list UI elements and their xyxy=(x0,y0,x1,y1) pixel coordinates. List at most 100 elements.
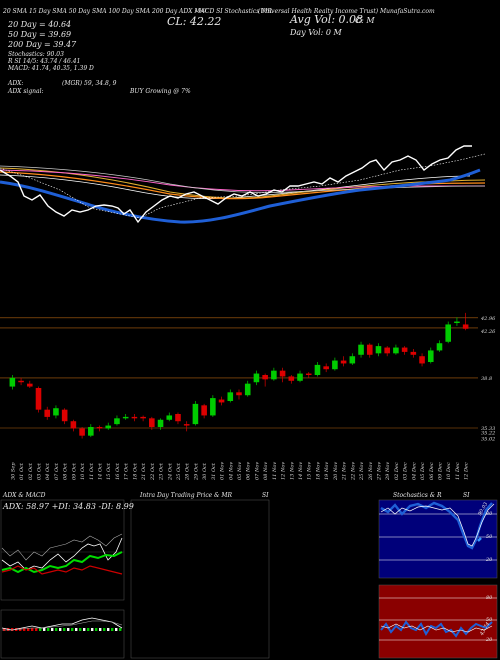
candle-body xyxy=(384,347,390,354)
candle-body xyxy=(253,373,260,383)
date-tick-label: 09 Dec xyxy=(437,462,443,480)
macd-histogram-bar xyxy=(67,628,70,631)
candle-body xyxy=(61,409,68,422)
candle-body xyxy=(297,373,303,381)
price-tick-label: 42.96 xyxy=(480,316,496,322)
candle-body xyxy=(244,383,251,396)
candle-body xyxy=(436,343,443,351)
date-tick-label: 26 Nov xyxy=(368,462,374,481)
macd-histogram-bar xyxy=(31,628,34,631)
stochastics-title: Stochastics & R xyxy=(393,492,442,499)
stochastic-blue-segment xyxy=(477,537,482,542)
date-tick-label: 03 Oct xyxy=(37,462,43,480)
date-tick-label: 31 Oct xyxy=(211,462,217,480)
date-tick-label: 12 Dec xyxy=(464,462,470,480)
date-tick-label: 07 Nov xyxy=(254,462,260,480)
candle-body xyxy=(375,346,382,354)
candle-body xyxy=(262,375,268,380)
si-secondary-line xyxy=(380,623,493,633)
candle-body xyxy=(70,421,77,429)
date-tick-label: 09 Oct xyxy=(71,462,77,480)
stat-200-day: 200 Day = 39.47 xyxy=(8,40,77,49)
price-close-line xyxy=(0,145,472,224)
stochastics-si-title: SI xyxy=(463,492,470,499)
sma-pink-line xyxy=(0,169,485,192)
stoch-level-80: 80 xyxy=(486,511,493,517)
macd-histogram-bar xyxy=(51,628,54,631)
header-top-line: 20 SMA 15 Day SMA 50 Day SMA 100 Day SMA… xyxy=(3,8,272,15)
candle-body xyxy=(349,356,356,364)
macd-signal-line xyxy=(2,620,123,631)
candle-body xyxy=(131,416,138,419)
candle-body xyxy=(410,351,417,355)
macd-histogram-bar xyxy=(91,628,94,631)
candle-body xyxy=(419,356,425,364)
date-tick-label: 02 Dec xyxy=(394,462,400,480)
macd-histogram-bar xyxy=(59,628,62,631)
macd-histogram-bar xyxy=(19,628,22,631)
date-tick-label: 18 Oct xyxy=(132,462,138,480)
candle-body xyxy=(401,347,408,352)
candle-body xyxy=(445,324,451,342)
date-tick-label: 08 Nov xyxy=(263,462,269,480)
date-tick-label: 04 Oct xyxy=(45,462,51,480)
intraday-si-title: SI xyxy=(262,492,269,499)
macd-histogram-bar xyxy=(55,628,58,631)
plus-di-line xyxy=(1,551,123,574)
macd-histogram-bar xyxy=(27,628,30,631)
moving-averages xyxy=(0,145,486,224)
date-tick-label: 25 Oct xyxy=(176,462,182,481)
date-tick-label: 10 Dec xyxy=(446,462,452,480)
date-tick-label: 03 Dec xyxy=(403,462,409,480)
price-tick-label: 42.26 xyxy=(480,329,496,335)
candle-body xyxy=(201,405,207,416)
date-tick-label: 15 Nov xyxy=(307,462,313,480)
si-level-50: 50 xyxy=(486,617,493,623)
date-tick-label: 16 Oct xyxy=(115,462,121,480)
price-tick-label: 35.02 xyxy=(481,436,495,442)
date-tick-label: 22 Oct xyxy=(150,462,156,481)
stat-20-day: 20 Day = 40.64 xyxy=(8,20,72,29)
adx-label: ADX: xyxy=(8,80,24,87)
sma-gray-line xyxy=(0,165,486,193)
macd-histogram-bar xyxy=(103,628,106,631)
candle-body xyxy=(314,364,321,375)
macd-histogram-bar xyxy=(23,628,26,631)
macd-histogram-bar xyxy=(11,628,14,631)
date-tick-label: 22 Nov xyxy=(350,462,356,481)
candle-body xyxy=(140,416,146,419)
macd-histogram-bar xyxy=(35,628,38,631)
candle-body xyxy=(332,360,338,370)
candle-body xyxy=(236,392,242,396)
date-tick-label: 11 Oct xyxy=(89,462,95,480)
close-label: CL: 42.22 xyxy=(167,15,222,28)
candle-body xyxy=(27,383,33,387)
candle-body xyxy=(305,373,312,375)
si-level-20: 20 xyxy=(486,637,493,643)
date-tick-label: 02 Oct xyxy=(28,462,34,480)
date-tick-label: 18 Nov xyxy=(315,462,321,480)
macd-histogram-bar xyxy=(83,628,86,631)
date-tick-label: 12 Nov xyxy=(281,462,287,480)
adx-value: (MGR) 59, 34.8, 9 xyxy=(62,80,117,87)
stat-stochastics: Stochastics: 90.03 xyxy=(8,51,64,58)
macd-histogram-bar xyxy=(47,628,50,631)
stoch-level-20: 20 xyxy=(486,557,493,563)
candle-body xyxy=(35,388,42,410)
stochastics-panel xyxy=(378,499,498,659)
date-tick-label: 06 Nov xyxy=(246,462,252,480)
macd-histogram-bar xyxy=(99,628,102,631)
candle-body xyxy=(227,392,234,401)
macd-histogram-bar xyxy=(95,628,98,631)
candle-body xyxy=(366,344,373,355)
candle-body xyxy=(149,418,155,427)
date-tick-label: 05 Nov xyxy=(237,462,243,480)
header-ticker-line: (Universal Health Realty Income Trust) M… xyxy=(258,8,435,15)
macd-line xyxy=(1,617,123,631)
adx-line xyxy=(1,537,123,571)
date-tick-label: 14 Nov xyxy=(298,462,304,480)
adx-signal: BUY Growing @ 7% xyxy=(130,88,191,95)
date-tick-label: 01 Oct xyxy=(19,462,25,480)
